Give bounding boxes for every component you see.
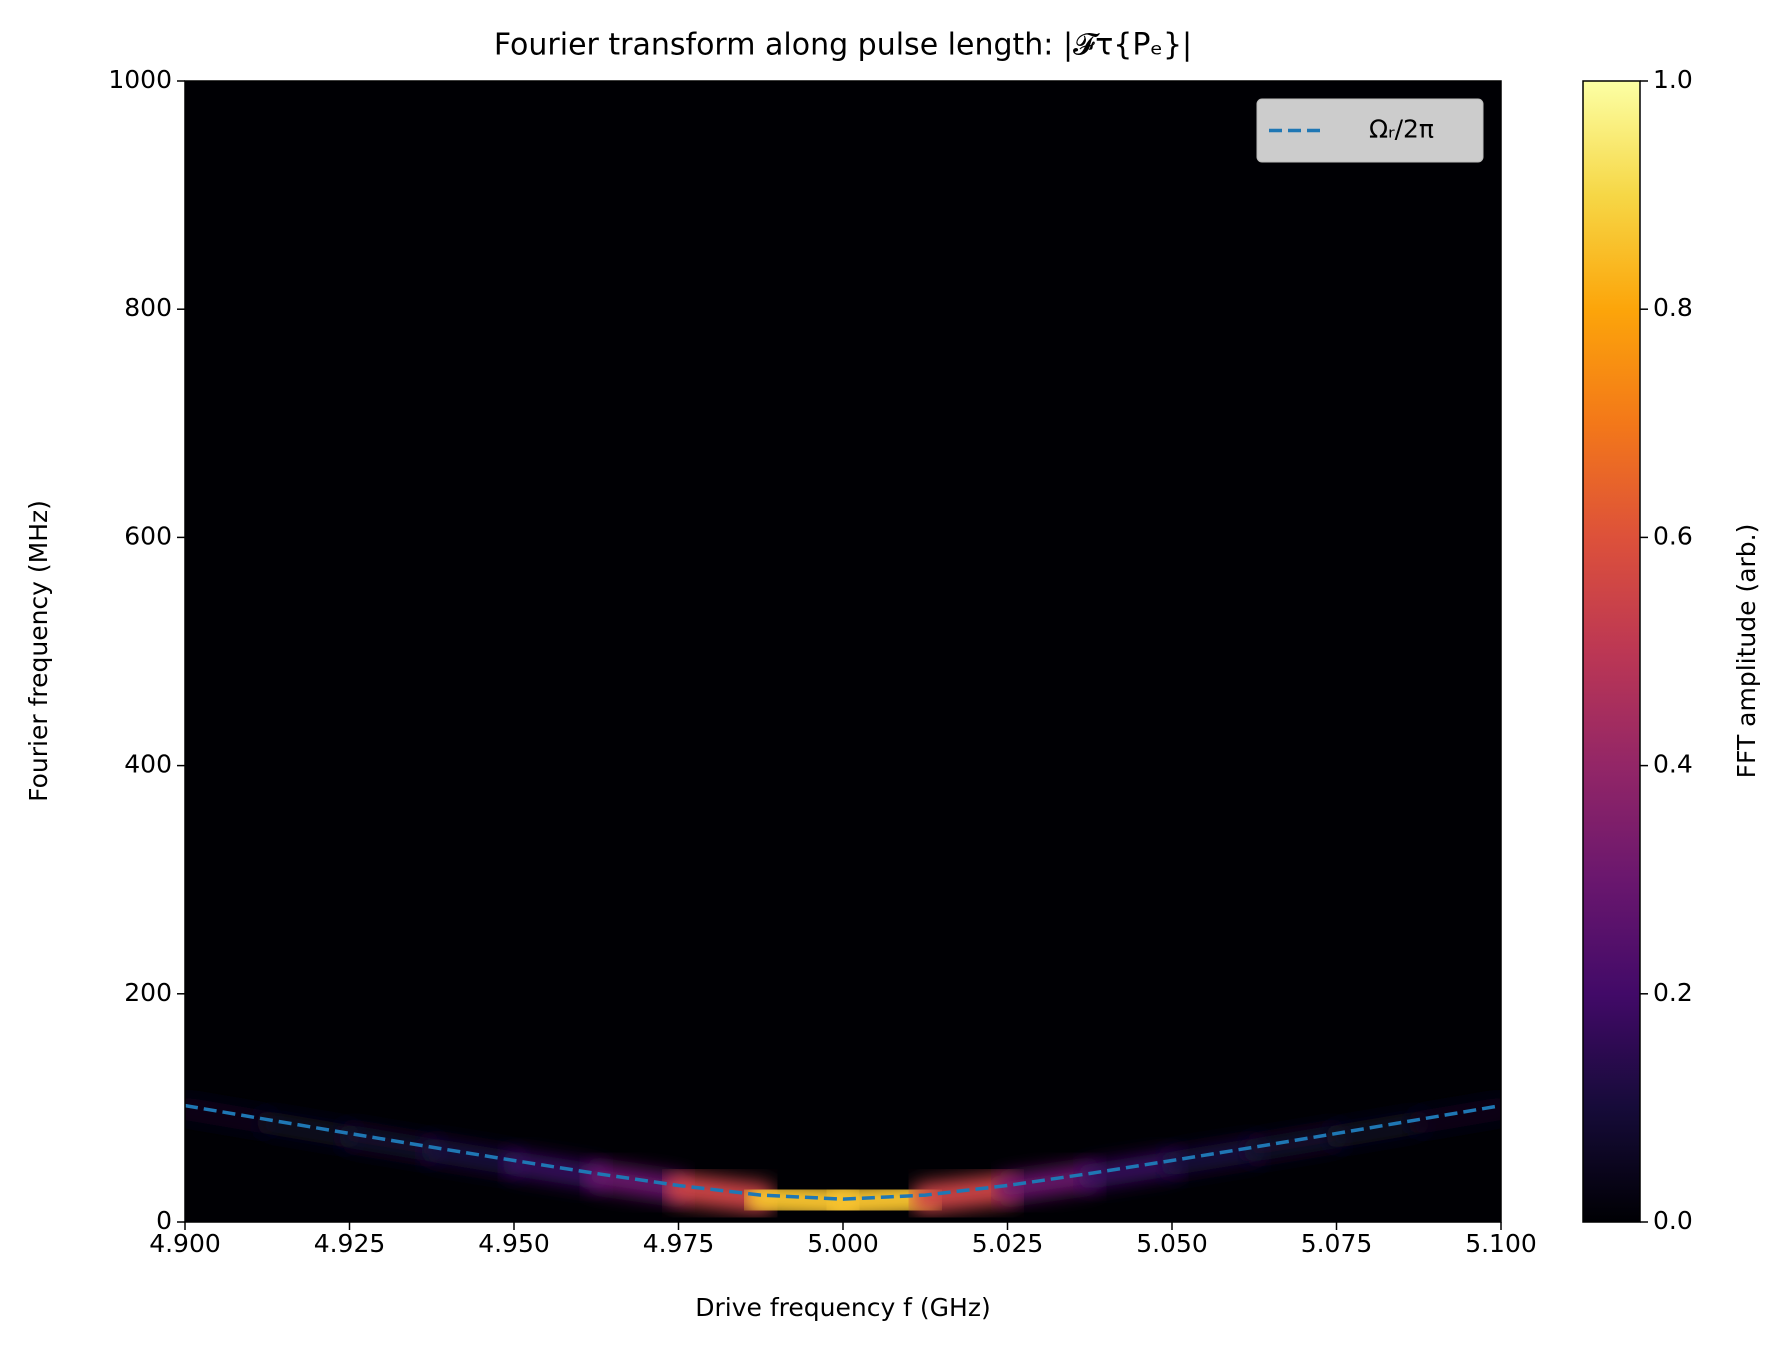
rabi-line [185,1103,1501,1201]
colorbar-tick-label: 0.6 [1653,521,1693,550]
heatmap-band [1407,1097,1501,1134]
colorbar-tick-label: 0.8 [1653,293,1693,322]
legend-label: Ωᵣ/2π [1369,115,1434,144]
heatmap-band [1077,1151,1185,1189]
x-tick-label: 5.000 [807,1229,879,1258]
y-axis-label: Fourier frequency (MHz) [24,500,53,802]
heatmap-band [501,1151,609,1189]
x-tick-label: 4.950 [478,1229,550,1258]
chart-title: Fourier transform along pulse length: |𝓕… [494,28,1192,63]
x-tick-label: 5.025 [972,1229,1044,1258]
y-tick-label: 600 [124,521,172,550]
x-tick-label: 4.925 [314,1229,386,1258]
x-tick-label: 5.075 [1301,1229,1373,1258]
heatmap-background [185,81,1501,1222]
y-tick-label: 1000 [108,65,172,94]
x-tick-label: 4.900 [149,1229,221,1258]
colorbar-tick-label: 1.0 [1653,65,1693,94]
y-tick-label: 200 [124,978,172,1007]
heatmap-band [1242,1124,1349,1162]
x-axis-label: Drive frequency f (GHz) [695,1293,990,1322]
heatmap [185,1097,1501,1220]
colorbar [1582,80,1641,1223]
heatmap-band [1325,1111,1431,1148]
x-tick-label: 5.100 [1465,1229,1537,1258]
colorbar-tick-label: 0.4 [1653,750,1693,779]
heatmap-band [419,1138,526,1176]
legend-box [1256,98,1484,163]
x-tick-label: 5.050 [1136,1229,1208,1258]
heatmap-band [255,1111,361,1148]
heatmap-band [1160,1138,1267,1176]
x-tick-label: 4.975 [643,1229,715,1258]
heatmap-band [337,1124,444,1162]
colorbar-label: FFT amplitude (arb.) [1732,524,1761,779]
colorbar-tick-label: 0.0 [1653,1206,1693,1235]
y-tick-label: 800 [124,293,172,322]
colorbar-tick-label: 0.2 [1653,978,1693,1007]
heatmap-band [185,1097,279,1134]
heatmap-band [910,1173,1023,1213]
y-tick-label: 400 [124,750,172,779]
heatmap-band [994,1163,1103,1202]
y-tick-label: 0 [156,1206,172,1235]
